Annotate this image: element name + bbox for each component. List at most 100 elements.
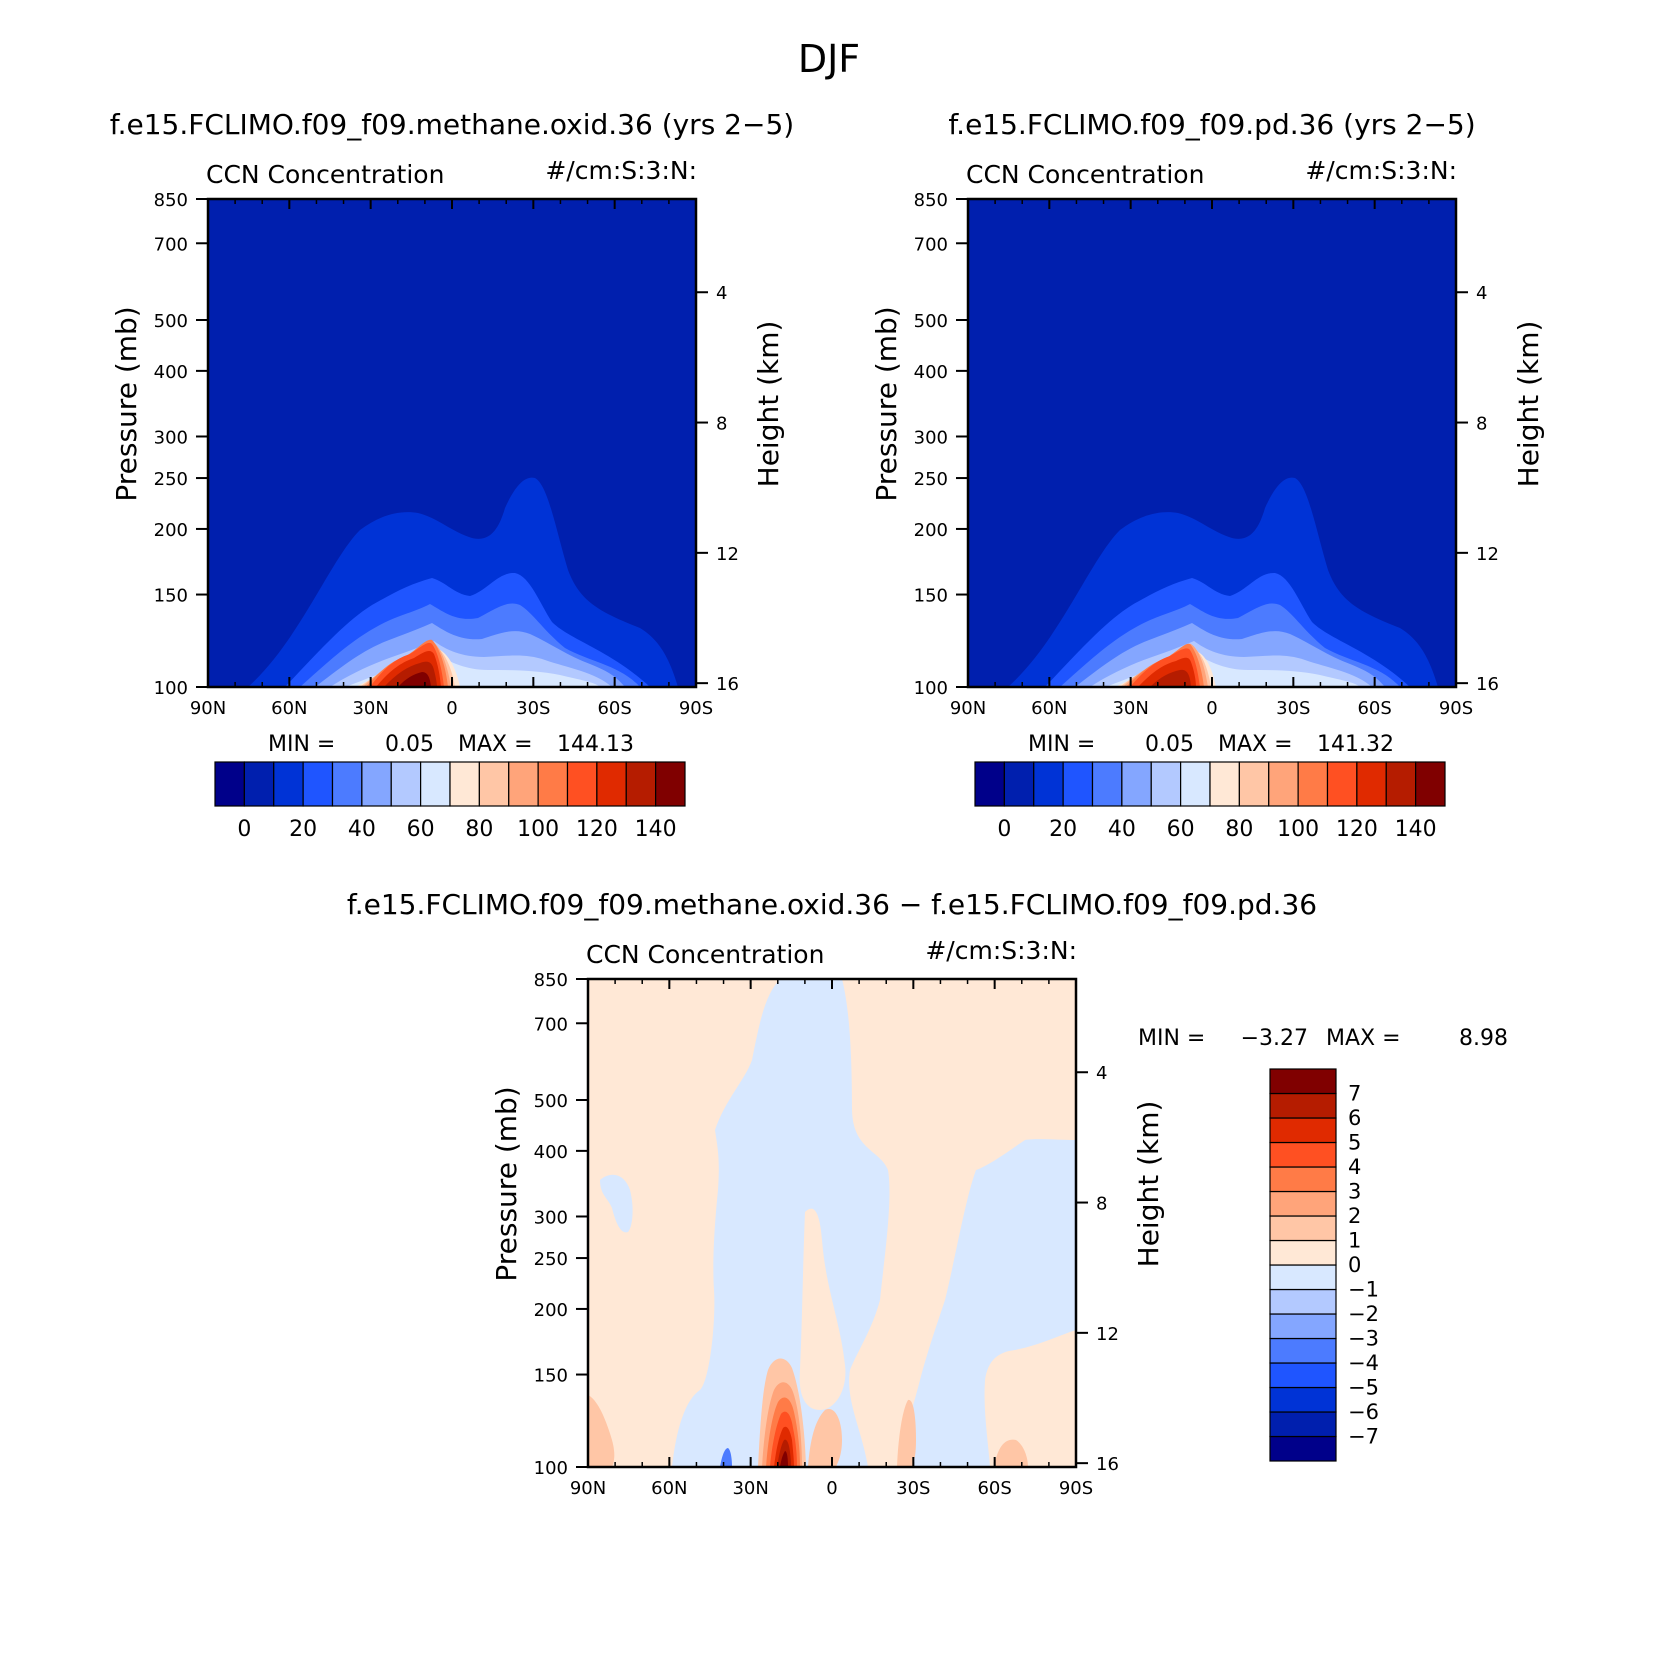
units-label: #/cm:S:3:N:	[1305, 156, 1457, 185]
x-tick-label: 90S	[679, 698, 713, 719]
colorbar-tick-label: −7	[1348, 1425, 1379, 1449]
y-right-tick-label: 4	[1096, 1063, 1107, 1084]
y-right-tick-label: 12	[1096, 1324, 1119, 1345]
colorbar-tick-label: 140	[635, 817, 677, 842]
colorbar-box	[1269, 1337, 1337, 1364]
y-right-tick-label: 16	[716, 674, 739, 695]
colorbar-tick-label: 20	[1049, 817, 1077, 842]
contour-field	[208, 199, 696, 687]
y-tick-label: 100	[154, 678, 188, 699]
y-tick-label: 250	[534, 1249, 568, 1270]
colorbar-box	[1415, 761, 1446, 807]
colorbar-box	[1269, 1435, 1337, 1462]
colorbar-box	[390, 761, 422, 807]
variable-label: CCN Concentration	[586, 940, 824, 969]
y-tick-label: 400	[154, 362, 188, 383]
colorbar-box	[596, 761, 627, 807]
colorbar-tick-label: 20	[289, 817, 317, 842]
axes-panel-3: 90N 60N 30N 0 30S 60S 90S100150200250300400500…	[490, 970, 1508, 1499]
colorbar-tick-label: 4	[1348, 1155, 1361, 1179]
colorbar-box	[1269, 1411, 1337, 1438]
colorbar-tick-label: −1	[1348, 1278, 1379, 1302]
x-tick-label: 30N	[1112, 698, 1148, 719]
x-tick-label: 60S	[977, 1478, 1011, 1499]
colorbar-box	[449, 761, 480, 807]
colorbar-box	[508, 761, 539, 807]
colorbar-tick-label: 1	[1348, 1229, 1361, 1253]
y-right-tick-label: 12	[1476, 544, 1499, 565]
panel-title: f.e15.FCLIMO.f09_f09.pd.36 (yrs 2−5)	[948, 108, 1475, 141]
y-right-tick-label: 8	[1096, 1194, 1107, 1215]
variable-label: CCN Concentration	[966, 160, 1204, 189]
y-tick-label: 700	[154, 234, 188, 255]
y-tick-label: 200	[154, 520, 188, 541]
y-tick-label: 300	[154, 427, 188, 448]
colorbar-box	[566, 761, 598, 807]
min-label: MIN =	[268, 732, 335, 757]
y-tick-label: 700	[534, 1014, 568, 1035]
y-tick-label: 500	[154, 311, 188, 332]
y-axis-label: Pressure (mb)	[110, 306, 143, 501]
colorbar-tick-label: 80	[465, 817, 493, 842]
x-tick-label: 30N	[352, 698, 388, 719]
colorbar-box	[1269, 1215, 1337, 1242]
colorbar-tick-label: 2	[1348, 1204, 1361, 1228]
colorbar-tick-label: 7	[1348, 1082, 1361, 1106]
min-value: 0.05	[1145, 732, 1194, 757]
x-tick-label: 30S	[516, 698, 550, 719]
colorbar-box	[1326, 761, 1358, 807]
y-tick-label: 300	[534, 1207, 568, 1228]
colorbar-tick-label: 60	[407, 817, 435, 842]
colorbar-box	[1269, 1190, 1337, 1217]
panel-pd: f.e15.FCLIMO.f09_f09.pd.36 (yrs 2−5) CCN…	[948, 108, 1476, 689]
colorbar-box	[361, 761, 392, 807]
colorbar-box	[214, 761, 245, 807]
x-tick-label: 0	[826, 1478, 837, 1499]
colorbar-box	[1180, 761, 1211, 807]
colorbar-box	[1269, 1362, 1337, 1389]
colorbar-box	[1269, 1264, 1337, 1291]
y-axis-label: Pressure (mb)	[870, 306, 903, 501]
units-label: #/cm:S:3:N:	[545, 156, 697, 185]
contour-field	[968, 199, 1456, 687]
y-tick-label: 850	[154, 190, 188, 211]
colorbar-box	[1269, 1386, 1337, 1413]
colorbar-box	[1238, 761, 1270, 807]
colorbar-tick-label: −6	[1348, 1400, 1379, 1424]
y-right-axis-label: Height (km)	[1132, 1101, 1165, 1268]
y-tick-label: 150	[534, 1366, 568, 1387]
y-tick-label: 150	[154, 586, 188, 607]
x-tick-label: 90N	[950, 698, 986, 719]
x-tick-label: 30S	[896, 1478, 930, 1499]
y-tick-label: 250	[914, 469, 948, 490]
colorbar-box	[1209, 761, 1240, 807]
axes-and-colorbars: 90N 60N 30N 0 30S 60S 90S100150200250300400500…	[110, 190, 1545, 1499]
colorbar-box	[1297, 761, 1329, 807]
colorbar-tick-label: −4	[1348, 1351, 1379, 1375]
min-label: MIN =	[1138, 1026, 1205, 1051]
colorbar-box	[302, 761, 334, 807]
colorbar-tick-label: 140	[1395, 817, 1437, 842]
y-tick-label: 400	[534, 1142, 568, 1163]
colorbar-tick-label: 0	[997, 817, 1011, 842]
min-label: MIN =	[1028, 732, 1095, 757]
colorbar-box	[1150, 761, 1182, 807]
colorbar-box	[1356, 761, 1387, 807]
colorbar-tick-label: 120	[576, 817, 618, 842]
colorbar-box	[331, 761, 363, 807]
y-right-tick-label: 4	[1476, 283, 1487, 304]
colorbar-box	[1269, 1166, 1337, 1193]
y-right-axis-label: Height (km)	[1512, 321, 1545, 488]
max-value: 8.98	[1459, 1026, 1508, 1051]
colorbar-box	[1033, 761, 1064, 807]
x-tick-label: 90S	[1439, 698, 1473, 719]
y-tick-label: 150	[914, 586, 948, 607]
x-tick-label: 90S	[1059, 1478, 1093, 1499]
colorbar-box	[273, 761, 304, 807]
colorbar-tick-label: 0	[1348, 1253, 1361, 1277]
colorbar-box	[1062, 761, 1094, 807]
y-right-axis-label: Height (km)	[752, 321, 785, 488]
x-tick-label: 60N	[651, 1478, 687, 1499]
figure-title: DJF	[798, 37, 860, 81]
colorbar-box	[1269, 1141, 1337, 1168]
